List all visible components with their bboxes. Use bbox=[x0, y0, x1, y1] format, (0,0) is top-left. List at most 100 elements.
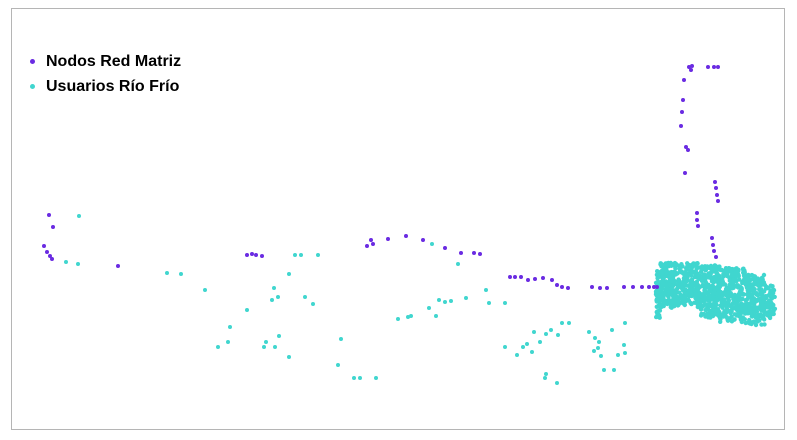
usuarios-cluster-point-1026 bbox=[710, 297, 715, 302]
nodos-point-58 bbox=[695, 218, 699, 222]
usuarios-cluster-point-918 bbox=[747, 307, 753, 312]
usuarios-point-51 bbox=[549, 328, 553, 332]
usuarios-point-56 bbox=[555, 381, 559, 385]
usuarios-cluster-point-953 bbox=[657, 308, 663, 313]
usuarios-cluster-point-1059 bbox=[682, 287, 688, 292]
nodos-point-41 bbox=[689, 68, 693, 72]
usuarios-cluster-point-1068 bbox=[669, 303, 675, 309]
legend-marker-usuarios bbox=[30, 84, 35, 89]
usuarios-cluster-point-1073 bbox=[739, 296, 745, 302]
nodos-point-47 bbox=[681, 98, 685, 102]
usuarios-cluster-point-770 bbox=[684, 265, 689, 270]
usuarios-cluster-point-843 bbox=[751, 302, 757, 307]
nodos-point-51 bbox=[686, 148, 690, 152]
nodos-point-6 bbox=[116, 264, 120, 268]
nodos-point-35 bbox=[631, 285, 635, 289]
nodos-point-30 bbox=[566, 286, 570, 290]
usuarios-point-2 bbox=[76, 262, 80, 266]
usuarios-point-40 bbox=[484, 288, 488, 292]
nodos-point-3 bbox=[45, 250, 49, 254]
usuarios-cluster-point-1004 bbox=[743, 298, 748, 303]
nodos-point-20 bbox=[478, 252, 482, 256]
usuarios-cluster-point-1056 bbox=[678, 265, 683, 270]
nodos-point-43 bbox=[706, 65, 710, 69]
usuarios-cluster-point-1060 bbox=[684, 292, 690, 297]
usuarios-cluster-point-729 bbox=[771, 287, 776, 292]
nodos-point-57 bbox=[695, 211, 699, 215]
usuarios-cluster-point-990 bbox=[702, 297, 707, 303]
usuarios-cluster-point-926 bbox=[731, 296, 736, 302]
nodos-point-33 bbox=[605, 286, 609, 290]
usuarios-point-50 bbox=[544, 332, 548, 336]
usuarios-point-22 bbox=[316, 253, 320, 257]
usuarios-cluster-point-1005 bbox=[766, 299, 771, 305]
usuarios-cluster-point-923 bbox=[751, 319, 756, 325]
usuarios-cluster-point-1039 bbox=[663, 287, 668, 292]
usuarios-point-64 bbox=[616, 353, 620, 357]
usuarios-cluster-point-960 bbox=[741, 266, 746, 271]
usuarios-point-46 bbox=[530, 350, 534, 354]
usuarios-point-29 bbox=[396, 317, 400, 321]
usuarios-cluster-point-1020 bbox=[770, 293, 775, 299]
usuarios-cluster-point-988 bbox=[715, 311, 720, 317]
usuarios-point-23 bbox=[270, 298, 274, 302]
usuarios-point-4 bbox=[179, 272, 183, 276]
usuarios-point-36 bbox=[449, 299, 453, 303]
usuarios-cluster-point-1022 bbox=[749, 311, 754, 316]
usuarios-cluster-point-884 bbox=[742, 269, 747, 275]
nodos-point-1 bbox=[51, 225, 55, 229]
nodos-point-21 bbox=[508, 275, 512, 279]
nodos-point-19 bbox=[472, 251, 476, 255]
chart-legend: Nodos Red Matriz Usuarios Río Frío bbox=[30, 49, 181, 99]
nodos-point-56 bbox=[716, 199, 720, 203]
usuarios-cluster-point-1017 bbox=[702, 288, 707, 294]
nodos-point-36 bbox=[640, 285, 644, 289]
usuarios-point-67 bbox=[623, 321, 627, 325]
usuarios-point-18 bbox=[293, 253, 297, 257]
usuarios-point-47 bbox=[525, 342, 529, 346]
usuarios-cluster-point-1062 bbox=[744, 285, 750, 290]
usuarios-cluster-point-740 bbox=[688, 285, 693, 290]
nodos-point-12 bbox=[371, 242, 375, 246]
usuarios-cluster-point-1047 bbox=[708, 266, 714, 271]
usuarios-cluster-point-1085 bbox=[702, 272, 708, 278]
usuarios-cluster-point-1078 bbox=[656, 271, 662, 276]
usuarios-cluster-point-841 bbox=[662, 282, 668, 287]
nodos-point-0 bbox=[47, 213, 51, 217]
usuarios-cluster-point-969 bbox=[745, 275, 750, 280]
usuarios-cluster-point-1034 bbox=[661, 275, 666, 280]
nodos-point-2 bbox=[42, 244, 46, 248]
usuarios-cluster-point-723 bbox=[741, 273, 747, 278]
usuarios-cluster-point-869 bbox=[720, 280, 726, 286]
usuarios-point-6 bbox=[245, 308, 249, 312]
usuarios-point-63 bbox=[612, 368, 616, 372]
usuarios-cluster-point-900 bbox=[736, 273, 741, 279]
usuarios-cluster-point-989 bbox=[677, 280, 682, 285]
usuarios-point-38 bbox=[456, 262, 460, 266]
nodos-point-25 bbox=[533, 277, 537, 281]
legend-marker-nodos bbox=[30, 59, 35, 64]
usuarios-cluster-point-1015 bbox=[681, 281, 686, 286]
usuarios-cluster-point-893 bbox=[699, 264, 705, 269]
usuarios-point-13 bbox=[277, 334, 281, 338]
usuarios-cluster-point-966 bbox=[693, 295, 698, 301]
usuarios-point-42 bbox=[503, 301, 507, 305]
usuarios-cluster-point-939 bbox=[741, 292, 746, 297]
nodos-point-50 bbox=[684, 145, 688, 149]
usuarios-cluster-point-1037 bbox=[718, 289, 723, 295]
nodos-point-26 bbox=[541, 276, 545, 280]
usuarios-cluster-point-1083 bbox=[753, 291, 758, 296]
nodos-point-44 bbox=[712, 65, 716, 69]
usuarios-cluster-point-964 bbox=[713, 308, 718, 313]
usuarios-cluster-point-941 bbox=[729, 319, 735, 324]
usuarios-cluster-point-1058 bbox=[698, 300, 703, 305]
nodos-point-15 bbox=[404, 234, 408, 238]
usuarios-cluster-point-983 bbox=[655, 288, 660, 294]
usuarios-cluster-point-984 bbox=[711, 301, 717, 306]
usuarios-cluster-point-1044 bbox=[752, 282, 758, 287]
usuarios-cluster-point-1074 bbox=[729, 309, 734, 314]
nodos-point-63 bbox=[714, 255, 718, 259]
nodos-point-54 bbox=[714, 186, 718, 190]
nodos-point-62 bbox=[712, 249, 716, 253]
nodos-point-53 bbox=[713, 180, 717, 184]
